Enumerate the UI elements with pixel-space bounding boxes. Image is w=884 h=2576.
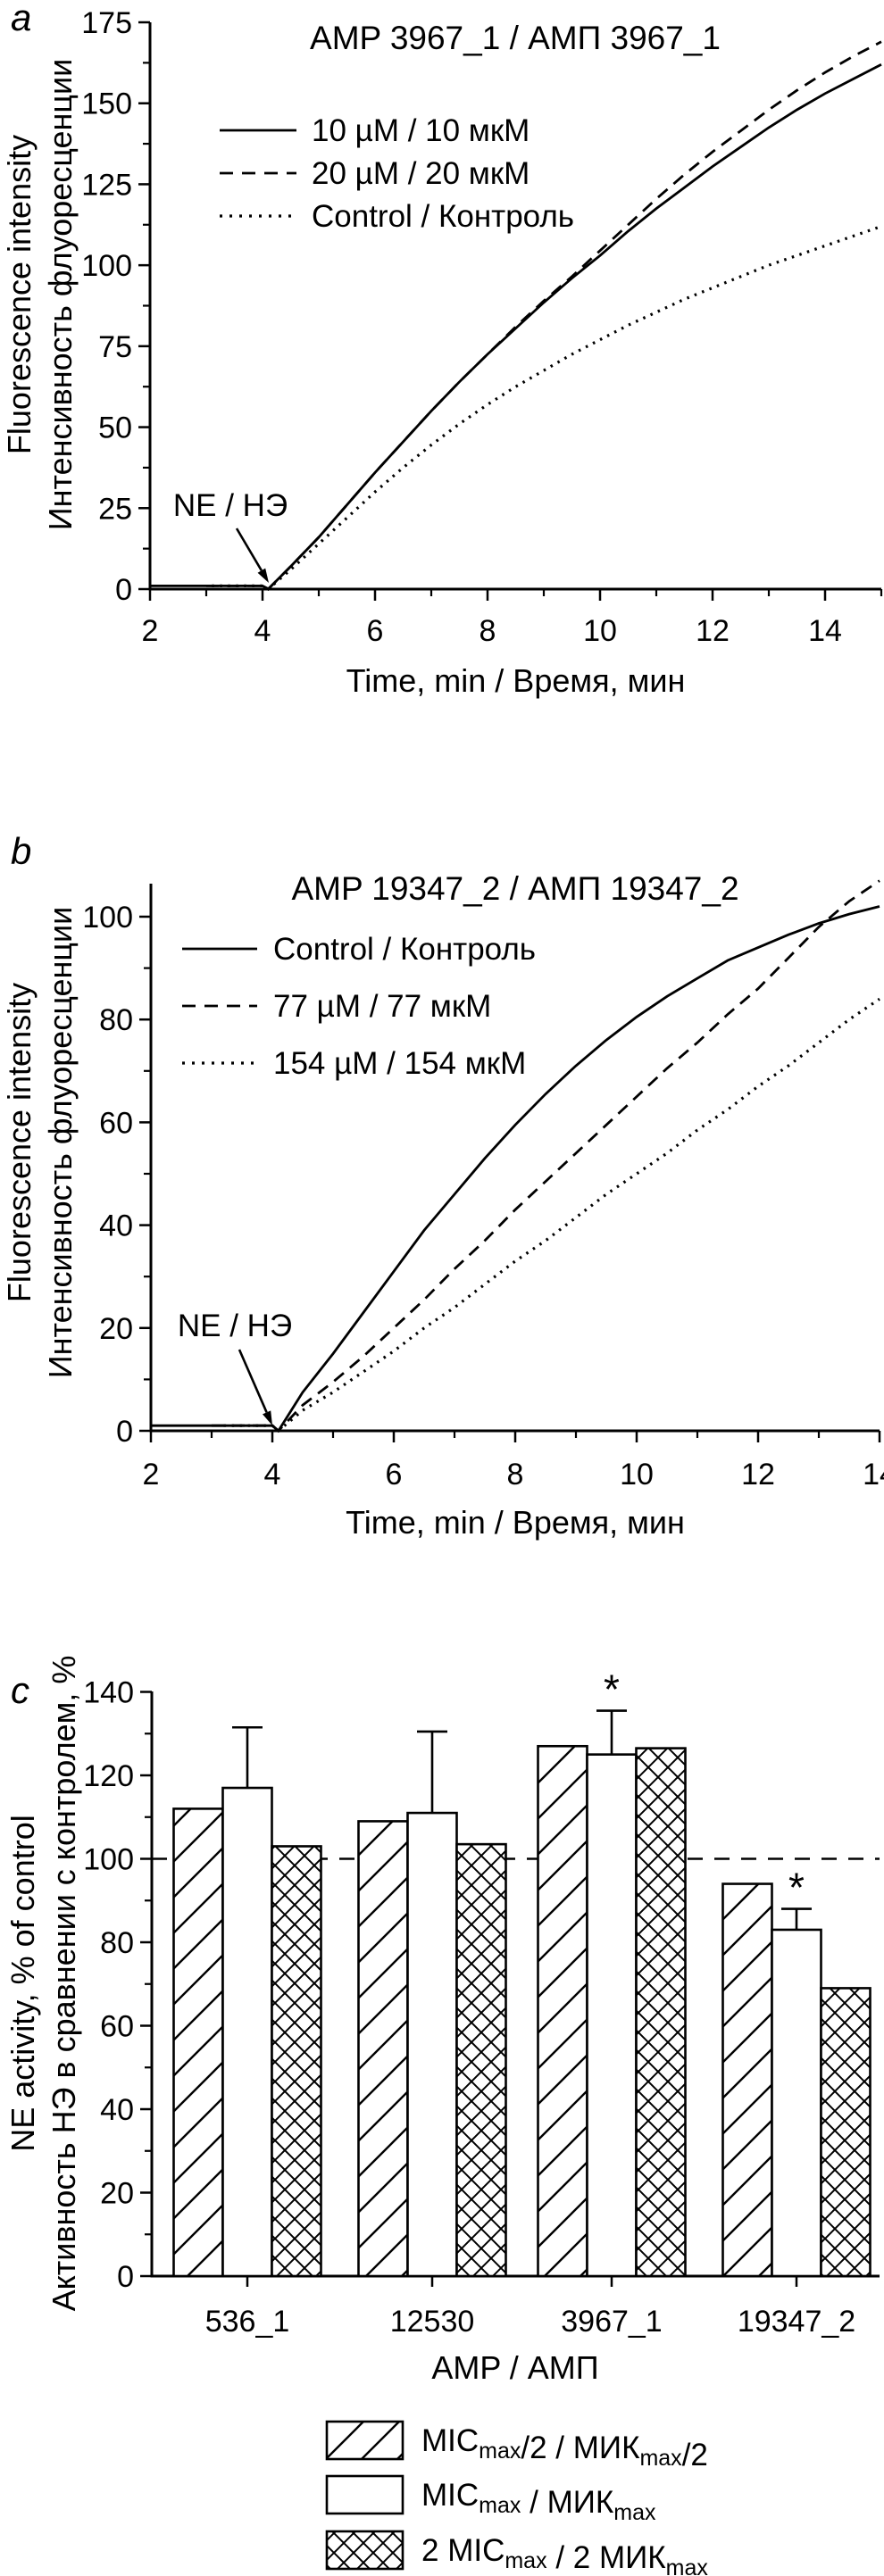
panel-c-ylabel-line2: Активность НЭ в сравнении с контролем, % xyxy=(46,1656,82,2312)
y-tick-label: 125 xyxy=(81,168,132,202)
y-tick-label: 40 xyxy=(100,2093,134,2127)
x-tick-label: 6 xyxy=(386,1458,403,1492)
y-tick-label: 75 xyxy=(98,330,132,364)
category-label: 19347_2 xyxy=(738,2305,855,2339)
bar-bg xyxy=(222,1788,272,2276)
legend-label: 154 µM / 154 мкМ xyxy=(273,1046,526,1081)
x-tick-label: 14 xyxy=(863,1458,884,1492)
bar-12530-diagonal-hatch xyxy=(357,1820,409,2278)
bar-12530-cross-hatch xyxy=(455,1842,507,2278)
panel-b-ylabel-line1: Fluorescence intensity xyxy=(1,983,38,1302)
y-tick-label: 100 xyxy=(82,901,133,935)
panel-b-ylabel-line2: Интенсивность флуоресценции xyxy=(42,907,79,1379)
panel-b-annotation: NE / НЭ xyxy=(178,1309,292,1343)
panel-b-series-dotted xyxy=(223,997,880,1433)
swatch-bg xyxy=(327,2476,403,2514)
x-tick-label: 4 xyxy=(254,614,271,648)
y-tick-label: 140 xyxy=(83,1676,134,1710)
legend-label: 77 µM / 77 мкМ xyxy=(273,989,491,1024)
panel-c-xlabel: AMP / АМП xyxy=(431,2349,598,2386)
legend-label: 10 µM / 10 мкМ xyxy=(312,113,530,148)
bar-bg xyxy=(407,1813,457,2276)
bar-3967_1-cross-hatch xyxy=(635,1747,687,2278)
x-tick-label: 10 xyxy=(583,614,617,648)
significance-star: * xyxy=(604,1666,620,1713)
bar-19347_2-cross-hatch xyxy=(820,1987,871,2278)
annotation-arrow-line xyxy=(238,1349,268,1413)
y-tick-label: 80 xyxy=(99,1003,133,1037)
annotation-arrow-head xyxy=(257,568,269,583)
panel-b-title: AMP 19347_2 / АМП 19347_2 xyxy=(291,870,738,907)
x-tick-label: 8 xyxy=(480,614,496,648)
panel-a-letter: a xyxy=(11,0,31,38)
y-tick-label: 0 xyxy=(116,1415,133,1449)
panel-b-series-dashed xyxy=(212,879,880,1433)
x-tick-label: 12 xyxy=(741,1458,775,1492)
category-label: 3967_1 xyxy=(561,2305,662,2339)
x-tick-label: 8 xyxy=(507,1458,524,1492)
panel-b-series-solid xyxy=(151,905,880,1433)
panel-a-ylabel-line1: Fluorescence intensity xyxy=(1,135,38,454)
annotation-arrow-head xyxy=(263,1410,272,1425)
y-tick-label: 50 xyxy=(98,411,132,445)
y-tick-label: 100 xyxy=(81,249,132,283)
panel-a-ylabel-line2: Интенсивность флуоресценции xyxy=(42,59,79,531)
category-label: 536_1 xyxy=(205,2305,290,2339)
y-tick-label: 0 xyxy=(117,2260,134,2294)
panel-a-series-dotted xyxy=(212,225,882,591)
legend-label: Control / Контроль xyxy=(273,932,536,967)
legend-swatch-cross-hatch xyxy=(325,2530,404,2571)
bar-19347_2-diagonal-hatch xyxy=(721,1882,773,2278)
y-tick-label: 100 xyxy=(83,1843,134,1877)
category-label: 12530 xyxy=(390,2305,475,2339)
panel-a-xlabel: Time, min / Время, мин xyxy=(346,662,686,699)
legend-entry-label: MICmax / МИКmax xyxy=(421,2478,656,2525)
panel-a-series-dashed xyxy=(206,40,882,591)
legend-label: Control / Контроль xyxy=(312,199,574,234)
bar-bg xyxy=(587,1754,637,2276)
legend-entry-label: MICmax/2 / МИКmax/2 xyxy=(421,2423,708,2472)
y-tick-label: 120 xyxy=(83,1759,134,1793)
significance-star: * xyxy=(788,1865,805,1911)
y-tick-label: 175 xyxy=(81,6,132,40)
panel-b-xlabel: Time, min / Время, мин xyxy=(346,1504,685,1541)
x-tick-label: 12 xyxy=(696,614,730,648)
y-tick-label: 60 xyxy=(100,2010,134,2044)
panel-a-annotation: NE / НЭ xyxy=(173,488,288,523)
x-tick-label: 2 xyxy=(142,614,159,648)
x-tick-label: 10 xyxy=(620,1458,654,1492)
y-tick-label: 20 xyxy=(99,1312,133,1346)
panel-a: a AMP 3967_1 / АМП 3967_1 2 4 6 8 10 12 14 0 25 50 7… xyxy=(1,0,883,699)
x-tick-label: 6 xyxy=(367,614,384,648)
legend-entry-label: 2 MICmax / 2 МИКmax xyxy=(421,2533,708,2576)
y-tick-label: 150 xyxy=(81,87,132,121)
panel-c-letter: c xyxy=(11,1669,29,1711)
panel-b-letter: b xyxy=(11,830,31,872)
y-tick-label: 40 xyxy=(99,1209,133,1243)
annotation-arrow-line xyxy=(235,528,263,571)
legend-swatch-diagonal-hatch xyxy=(325,2420,404,2461)
y-tick-label: 60 xyxy=(99,1106,133,1140)
y-tick-label: 20 xyxy=(100,2177,134,2211)
x-tick-label: 2 xyxy=(143,1458,160,1492)
legend-label: 20 µM / 20 мкМ xyxy=(312,156,530,191)
y-tick-label: 25 xyxy=(98,492,132,526)
panel-b: b AMP 19347_2 / АМП 19347_2 2 4 6 8 10 12 14 0 20 4… xyxy=(1,830,884,1541)
bar-bg xyxy=(771,1929,821,2276)
y-tick-label: 0 xyxy=(115,573,132,607)
bar-536_1-cross-hatch xyxy=(271,1845,322,2278)
y-tick-label: 80 xyxy=(100,1926,134,1960)
bar-536_1-diagonal-hatch xyxy=(172,1807,224,2278)
legend-swatch-open xyxy=(325,2474,404,2515)
x-tick-label: 4 xyxy=(264,1458,281,1492)
panel-c-ylabel-line1: NE activity, % of control xyxy=(4,1815,41,2151)
bottom-legend: MICmax/2 / МИКmax/2 MICmax / МИКmax 2 MICm… xyxy=(325,2420,708,2576)
panel-a-title: AMP 3967_1 / АМП 3967_1 xyxy=(310,20,721,56)
panel-c: c 0 20 40 60 80 100 120 140 536_1 12530 3967_1 * 1934… xyxy=(4,1656,880,2386)
bar-3967_1-diagonal-hatch xyxy=(537,1744,588,2278)
x-tick-label: 14 xyxy=(808,614,842,648)
